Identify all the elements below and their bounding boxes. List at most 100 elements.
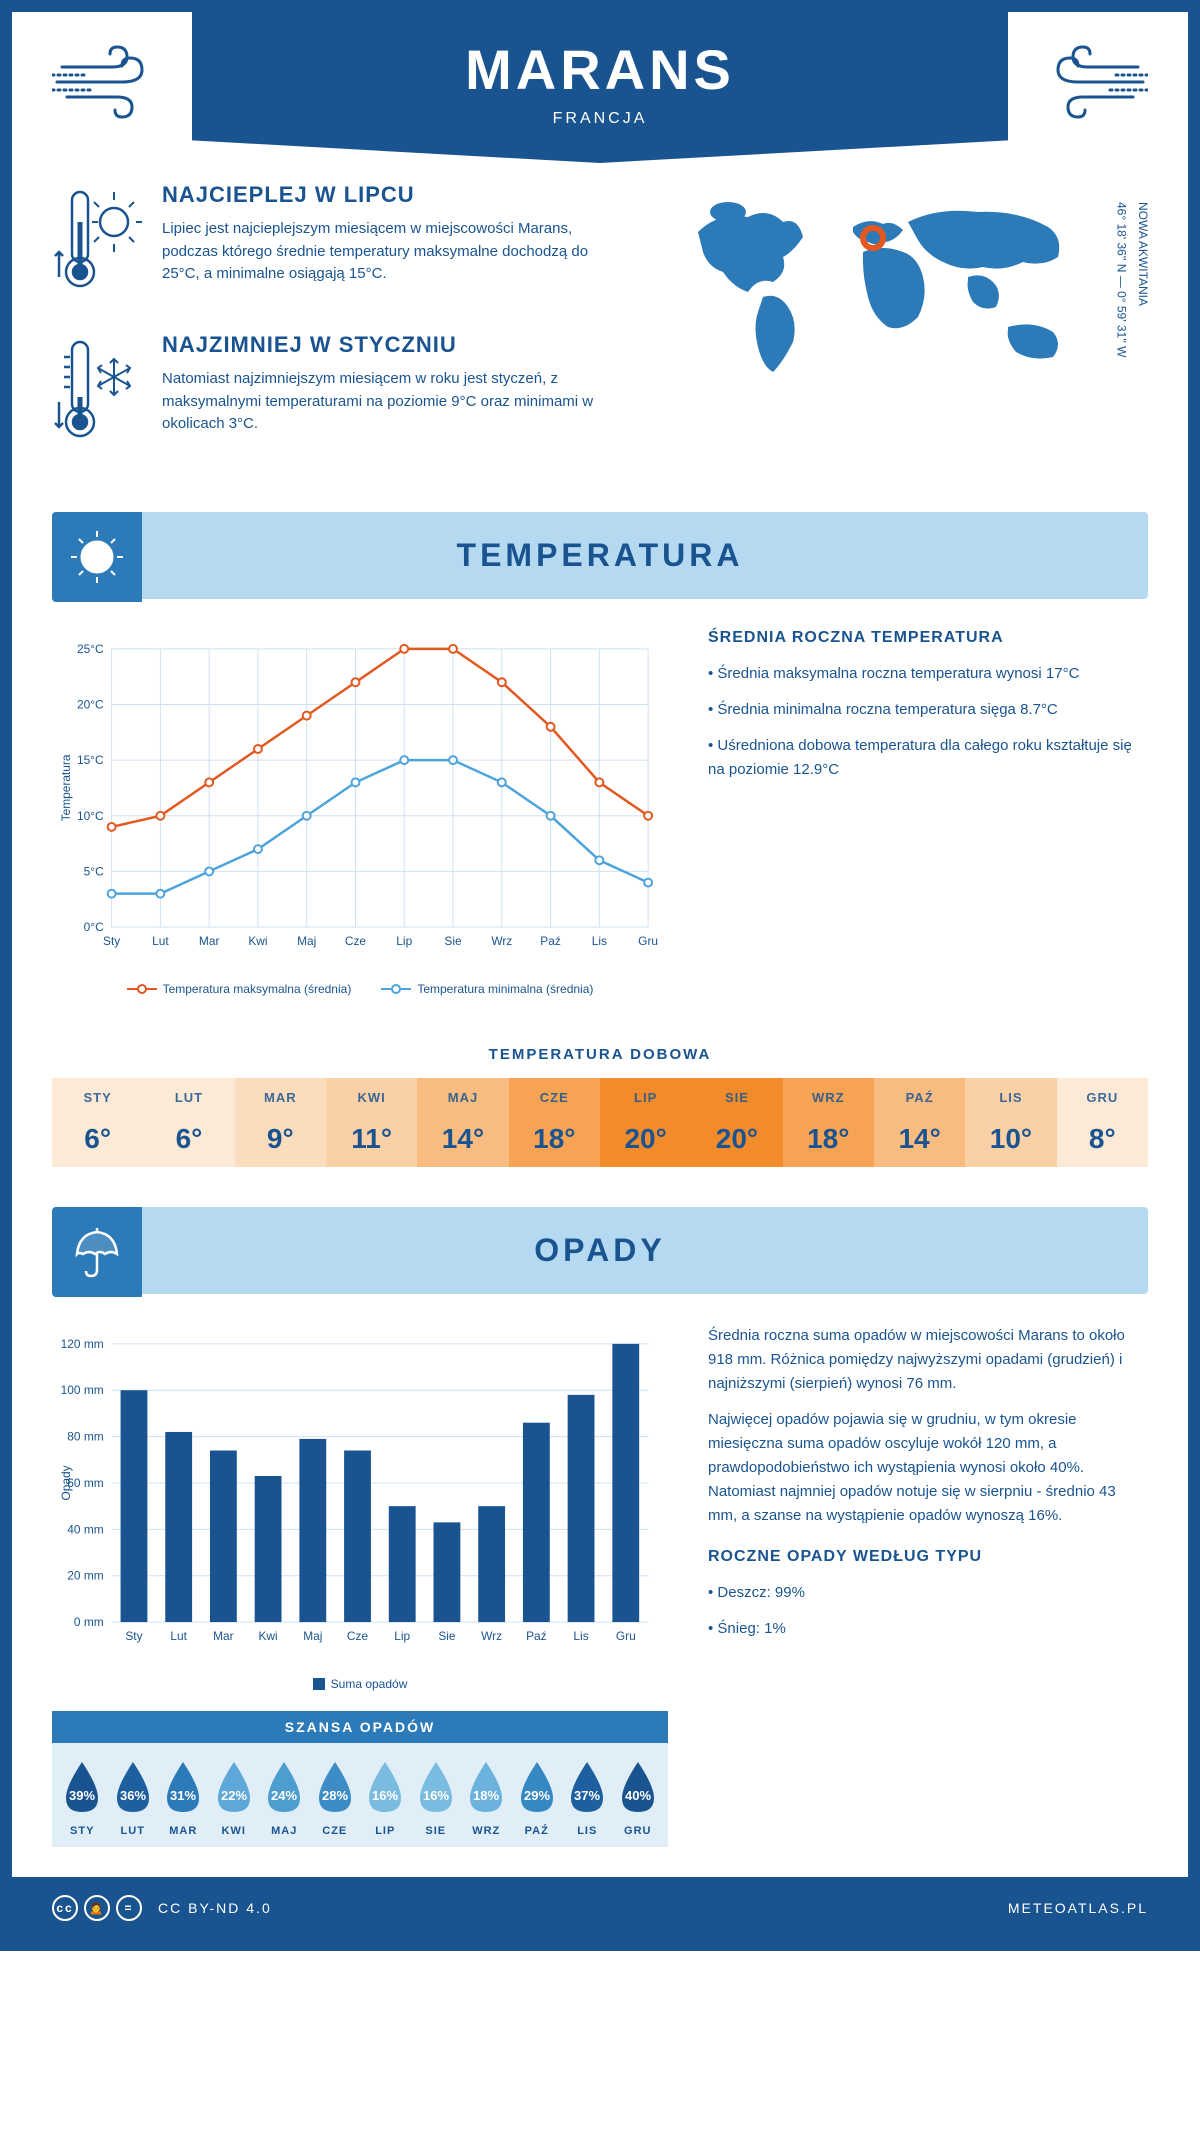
temperature-line-chart: 0°C5°C10°C15°C20°C25°CStyLutMarKwiMajCze… <box>52 629 668 967</box>
temp-cell-month: SIE <box>691 1090 782 1105</box>
coldest-title: NAJZIMNIEJ W STYCZNIU <box>162 332 628 358</box>
drop-icon: 22% <box>210 1758 258 1816</box>
drop-icon: 24% <box>260 1758 308 1816</box>
drop-cell: 16% SIE <box>411 1758 462 1837</box>
svg-text:22%: 22% <box>221 1788 247 1803</box>
coord-lon: 0° 59' 31'' W <box>1114 291 1128 357</box>
legend-min: .legend-item:nth-child(2) .legend-line::… <box>381 982 593 996</box>
temp-cell-value: 20° <box>691 1123 782 1155</box>
temp-cell-value: 6° <box>52 1123 143 1155</box>
svg-text:10°C: 10°C <box>77 809 104 823</box>
drop-icon: 36% <box>109 1758 157 1816</box>
drop-icon: 39% <box>58 1758 106 1816</box>
svg-text:20 mm: 20 mm <box>67 1568 103 1582</box>
drop-month: LIS <box>562 1825 613 1837</box>
temp-cell-value: 9° <box>235 1123 326 1155</box>
section-title-rain: OPADY <box>534 1232 665 1268</box>
wind-icon <box>52 42 172 122</box>
temp-info-b3: • Uśredniona dobowa temperatura dla całe… <box>708 734 1148 782</box>
svg-text:Sie: Sie <box>444 934 462 948</box>
svg-text:Maj: Maj <box>297 934 316 948</box>
legend-max-label: Temperatura maksymalna (średnia) <box>163 982 352 996</box>
svg-text:16%: 16% <box>372 1788 398 1803</box>
svg-text:Lut: Lut <box>170 1629 187 1643</box>
page: MARANS FRANCJA NAJCI <box>0 0 1200 1951</box>
svg-text:5°C: 5°C <box>84 864 104 878</box>
nd-icon: = <box>116 1895 142 1921</box>
license-text: CC BY-ND 4.0 <box>158 1900 272 1916</box>
svg-text:Cze: Cze <box>347 1629 369 1643</box>
temp-cell-value: 14° <box>417 1123 508 1155</box>
drop-icon: 37% <box>563 1758 611 1816</box>
temp-cell: STY6° <box>52 1078 143 1167</box>
temp-cell-month: PAŹ <box>874 1090 965 1105</box>
rain-info-p1: Średnia roczna suma opadów w miejscowośc… <box>708 1324 1148 1396</box>
drop-cell: 18%WRZ <box>461 1758 512 1837</box>
sun-icon <box>52 512 142 602</box>
coldest-desc: Natomiast najzimniejszym miesiącem w rok… <box>162 368 628 436</box>
warmest-block: NAJCIEPLEJ W LIPCU Lipiec jest najcieple… <box>52 182 628 302</box>
drop-icon: 40% <box>614 1758 662 1816</box>
temp-cell-month: MAR <box>235 1090 326 1105</box>
svg-text:Mar: Mar <box>199 934 220 948</box>
rain-type-b1: • Deszcz: 99% <box>708 1581 1148 1605</box>
svg-text:Sty: Sty <box>125 1629 142 1643</box>
temp-cell-month: CZE <box>509 1090 600 1105</box>
drop-month: SIE <box>411 1825 462 1837</box>
svg-text:16%: 16% <box>423 1788 449 1803</box>
svg-text:100 mm: 100 mm <box>61 1383 104 1397</box>
rain-type-title: ROCZNE OPADY WEDŁUG TYPU <box>708 1548 1148 1566</box>
drop-icon: 16% <box>361 1758 409 1816</box>
svg-text:31%: 31% <box>170 1788 196 1803</box>
temp-cell-value: 18° <box>509 1123 600 1155</box>
warmest-text: NAJCIEPLEJ W LIPCU Lipiec jest najcieple… <box>162 182 628 302</box>
svg-text:36%: 36% <box>120 1788 146 1803</box>
svg-text:Lis: Lis <box>592 934 607 948</box>
coord-lat: 46° 18' 36'' N <box>1114 202 1128 272</box>
wind-icon <box>1028 42 1148 122</box>
svg-text:0 mm: 0 mm <box>74 1615 104 1629</box>
svg-text:80 mm: 80 mm <box>67 1429 103 1443</box>
svg-text:25°C: 25°C <box>77 642 104 656</box>
temp-cell-value: 6° <box>143 1123 234 1155</box>
temp-cell: LIP20° <box>600 1078 691 1167</box>
svg-text:24%: 24% <box>271 1788 297 1803</box>
drop-month: CZE <box>310 1825 361 1837</box>
svg-text:Lis: Lis <box>573 1629 588 1643</box>
rain-chance-drops: 39%STY36%LUT31%MAR22%KWI24%MAJ28%CZE16%L… <box>52 1743 668 1847</box>
temp-legend: .legend-item:nth-child(1) .legend-line::… <box>52 982 668 996</box>
drop-month: LUT <box>108 1825 159 1837</box>
drop-cell: 24%MAJ <box>259 1758 310 1837</box>
temp-cell-month: LUT <box>143 1090 234 1105</box>
svg-text:Mar: Mar <box>213 1629 234 1643</box>
temp-cell-month: WRZ <box>783 1090 874 1105</box>
temp-cell: SIE 20° <box>691 1078 782 1167</box>
temp-cell: GRU8° <box>1057 1078 1148 1167</box>
drop-icon: 29% <box>513 1758 561 1816</box>
temp-cell: LIS 10° <box>965 1078 1056 1167</box>
map-area: NOWA AKWITANIA 46° 18' 36'' N — 0° 59' 3… <box>668 182 1148 482</box>
rain-legend: Suma opadów <box>52 1677 668 1691</box>
temp-cell: LUT 6° <box>143 1078 234 1167</box>
thermometer-cold-icon <box>52 332 142 452</box>
drop-cell: 39%STY <box>57 1758 108 1837</box>
temp-cell-month: LIS <box>965 1090 1056 1105</box>
header-banner: MARANS FRANCJA <box>192 12 1008 163</box>
legend-rain: Suma opadów <box>313 1677 408 1691</box>
svg-text:40 mm: 40 mm <box>67 1522 103 1536</box>
drop-cell: 40%GRU <box>613 1758 664 1837</box>
warmest-desc: Lipiec jest najcieplejszym miesiącem w m… <box>162 218 628 286</box>
temp-cell-month: KWI <box>326 1090 417 1105</box>
svg-text:Lip: Lip <box>394 1629 410 1643</box>
warmest-title: NAJCIEPLEJ W LIPCU <box>162 182 628 208</box>
svg-text:Gru: Gru <box>616 1629 636 1643</box>
temp-cell: KWI11° <box>326 1078 417 1167</box>
svg-text:Opady: Opady <box>59 1465 73 1500</box>
svg-text:Temperatura: Temperatura <box>59 754 73 821</box>
world-map-icon <box>668 182 1088 402</box>
coldest-text: NAJZIMNIEJ W STYCZNIU Natomiast najzimni… <box>162 332 628 452</box>
temp-cell-value: 10° <box>965 1123 1056 1155</box>
temp-chart-row: 0°C5°C10°C15°C20°C25°CStyLutMarKwiMajCze… <box>12 599 1188 1026</box>
temp-cell-value: 14° <box>874 1123 965 1155</box>
drop-cell: 36% LUT <box>108 1758 159 1837</box>
